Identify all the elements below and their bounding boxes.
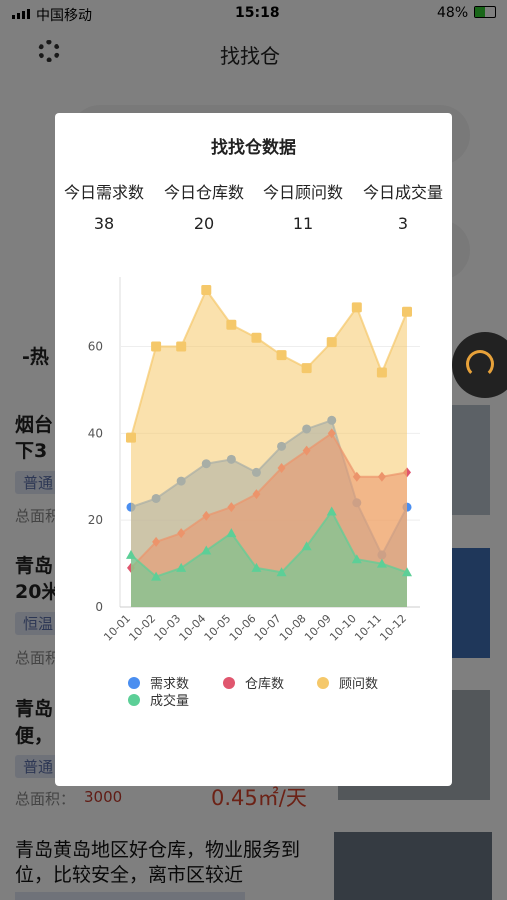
point-marker (226, 528, 237, 538)
area (131, 511, 407, 607)
stat-value: 38 (93, 214, 115, 233)
point-marker (226, 319, 237, 330)
modal-title: 找找仓数据 (211, 138, 296, 158)
point-marker (351, 554, 362, 564)
point-marker (251, 332, 262, 343)
stat-value: 20 (193, 214, 215, 233)
point-marker (151, 571, 162, 581)
legend-label: 成交量 (150, 693, 189, 709)
chart: 020406010-0110-0210-0310-0410-0510-0610-… (88, 277, 420, 709)
point-marker (276, 567, 287, 577)
point-marker (126, 549, 136, 559)
x-tick-label: 10-11 (352, 612, 384, 644)
point-marker (351, 302, 362, 313)
x-tick-label: 10-08 (277, 612, 309, 644)
point-marker (126, 432, 136, 443)
y-tick-label: 60 (88, 339, 103, 353)
x-tick-label: 10-07 (252, 612, 284, 644)
point-marker (276, 350, 287, 361)
point-marker (402, 306, 412, 317)
legend-swatch (128, 677, 140, 689)
point-marker (176, 341, 187, 352)
modal: 找找仓数据 今日需求数 38 今日仓库数 20 今日顾问数 11 今日成交量 3 0 20 40 6… (55, 113, 452, 786)
stat-label: 今日需求数 (63, 183, 144, 202)
x-tick-label: 10-02 (126, 612, 158, 644)
legend-label: 仓库数 (245, 676, 284, 692)
y-tick-label: 40 (88, 426, 103, 440)
x-tick-label: 10-09 (302, 612, 334, 644)
point-marker (326, 506, 337, 516)
legend-swatch (223, 677, 235, 689)
x-tick-label: 10-06 (227, 612, 259, 644)
x-tick-label: 10-05 (202, 612, 234, 644)
x-tick-label: 10-10 (327, 612, 359, 644)
point-marker (301, 363, 312, 374)
x-tick-label: 10-01 (101, 612, 133, 644)
point-marker (326, 337, 337, 348)
line (130, 509, 408, 578)
legend-swatch (128, 694, 140, 706)
y-tick-label: 0 (95, 600, 103, 614)
legend-swatch (317, 677, 329, 689)
legend-label: 顾问数 (339, 677, 378, 692)
stat-value: 3 (397, 214, 409, 233)
stat-label: 今日成交量 (362, 183, 443, 202)
area (131, 290, 407, 607)
y-tick-label: 20 (88, 513, 103, 527)
point-marker (151, 341, 162, 352)
support-button[interactable] (452, 332, 507, 398)
point-marker (251, 562, 262, 572)
point-marker (376, 367, 387, 378)
stat-label: 今日仓库数 (163, 183, 244, 202)
point-marker (176, 562, 187, 572)
x-tick-label: 10-04 (177, 612, 209, 644)
legend-label: 需求数 (150, 677, 189, 692)
x-tick-label: 10-12 (377, 612, 409, 644)
point-marker (402, 567, 412, 577)
point-marker (201, 545, 212, 555)
point-marker (201, 285, 212, 296)
x-tick-label: 10-03 (152, 612, 184, 644)
point-marker (376, 558, 387, 568)
stat-value: 11 (292, 214, 314, 233)
point-marker (301, 541, 312, 551)
stat-label: 今日顾问数 (262, 183, 343, 202)
